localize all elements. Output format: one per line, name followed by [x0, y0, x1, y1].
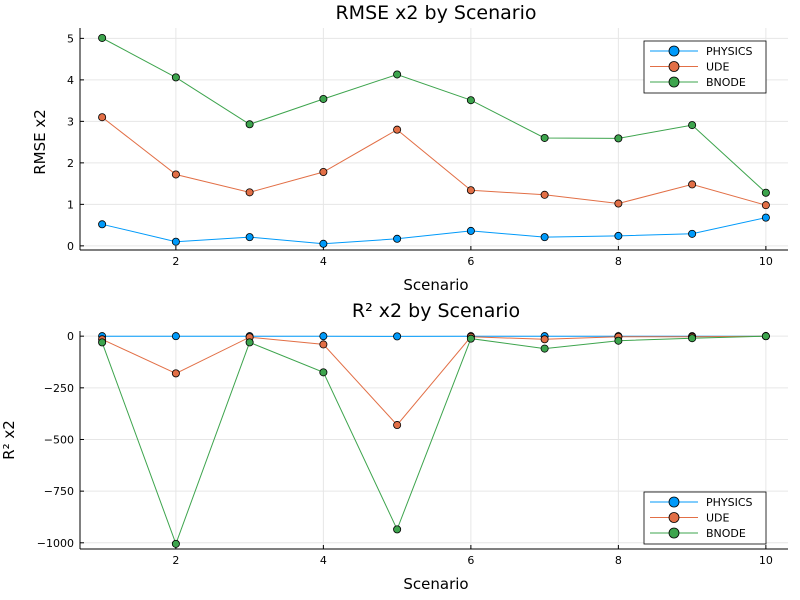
rmse-legend-ude-marker — [668, 61, 680, 72]
r2-x-tick-label: 2 — [172, 554, 179, 567]
rmse-bnode-point — [761, 188, 770, 197]
r2-y-axis-label: R² x2 — [0, 420, 18, 460]
rmse-y-tick-label: 1 — [67, 198, 74, 211]
rmse-y-tick-label: 0 — [67, 240, 74, 253]
r2-legend-bnode-marker — [668, 527, 680, 539]
rmse-bnode-point — [540, 133, 549, 142]
rmse-y-axis-label: RMSE x2 — [31, 109, 49, 175]
rmse-legend-bnode-marker — [668, 76, 680, 88]
rmse-bnode-point — [319, 94, 328, 103]
rmse-x-tick-label: 8 — [615, 255, 622, 268]
rmse-y-tick-label: 2 — [67, 157, 74, 170]
rmse-ude-point — [393, 125, 402, 134]
rmse-bnode-point — [688, 121, 697, 130]
r2-legend-physics-label: PHYSICS — [706, 496, 753, 509]
rmse-legend-ude-label: UDE — [706, 61, 730, 74]
r2-legend-bnode-label: BNODE — [706, 527, 746, 540]
r2-ude-point — [540, 335, 549, 344]
rmse-bnode-point — [393, 70, 402, 79]
r2-x-axis-label: Scenario — [403, 575, 468, 593]
r2-y-tick-label: −250 — [44, 382, 74, 395]
rmse-physics-point — [393, 234, 402, 243]
r2-y-tick-label: −500 — [44, 433, 74, 446]
rmse-bnode-line — [101, 37, 767, 194]
r2-bnode-point — [319, 368, 328, 377]
r2-bnode-point — [614, 336, 623, 345]
rmse-y-tick-label: 3 — [67, 115, 74, 128]
r2-x-tick-label: 8 — [615, 554, 622, 567]
rmse-x-tick-label: 6 — [467, 255, 474, 268]
rmse-bnode-point — [466, 96, 475, 105]
rmse-physics-point — [614, 231, 623, 240]
rmse-ude-point — [614, 199, 623, 208]
r2-legend-ude-marker — [668, 512, 680, 523]
rmse-bnode-point — [171, 73, 180, 82]
rmse-ude-point — [761, 201, 770, 210]
rmse-ude-point — [98, 113, 107, 122]
rmse-y-tick-label: 4 — [67, 74, 74, 87]
rmse-ude-point — [688, 180, 697, 189]
r2-legend-ude-label: UDE — [706, 512, 730, 525]
rmse-x-tick-label: 10 — [759, 255, 773, 268]
r2-physics-point — [171, 332, 180, 341]
r2-ude-point — [393, 421, 402, 430]
r2-physics-point — [393, 332, 402, 341]
rmse-ude-point — [245, 188, 254, 197]
rmse-x-tick-label: 4 — [320, 255, 327, 268]
rmse-physics-line — [101, 217, 767, 245]
rmse-ude-point — [540, 190, 549, 199]
r2-ude-point — [319, 340, 328, 349]
rmse-bnode-point — [614, 134, 623, 143]
r2-bnode-point — [245, 338, 254, 347]
rmse-physics-point — [466, 226, 475, 235]
rmse-chart: RMSE x2 by Scenario 2 4 6 8 10 0 1 2 3 4 5 Scenari… — [31, 2, 788, 294]
r2-ude-point — [171, 369, 180, 378]
r2-bnode-point — [688, 334, 697, 343]
r2-x-tick-label: 10 — [759, 554, 773, 567]
rmse-ude-line — [101, 116, 767, 206]
rmse-physics-point — [540, 233, 549, 242]
rmse-x-axis-label: Scenario — [403, 276, 468, 294]
rmse-physics-point — [98, 220, 107, 229]
r2-x-tick-label: 4 — [320, 554, 327, 567]
rmse-ude-point — [171, 170, 180, 179]
rmse-y-tick-label: 5 — [67, 32, 74, 45]
r2-x-tick-label: 6 — [467, 554, 474, 567]
rmse-x-tick-label: 2 — [172, 255, 179, 268]
rmse-legend: PHYSICS UDE BNODE — [643, 40, 767, 94]
rmse-physics-point — [245, 233, 254, 242]
rmse-physics-point — [761, 213, 770, 222]
r2-bnode-line — [101, 335, 766, 546]
rmse-ude-point — [466, 186, 475, 195]
rmse-physics-point — [171, 237, 180, 246]
rmse-bnode-point — [98, 33, 107, 42]
rmse-chart-title: RMSE x2 by Scenario — [335, 2, 536, 24]
r2-bnode-point — [171, 539, 180, 548]
rmse-bnode-point — [245, 120, 254, 129]
r2-bnode-point — [466, 334, 475, 343]
r2-chart-title: R² x2 by Scenario — [352, 300, 520, 322]
rmse-legend-physics-label: PHYSICS — [706, 45, 753, 58]
r2-y-tick-label: 0 — [67, 330, 74, 343]
r2-y-tick-label: −1000 — [37, 537, 74, 550]
rmse-physics-point — [319, 239, 328, 248]
r2-ude-line — [101, 335, 766, 426]
rmse-ude-point — [319, 167, 328, 176]
rmse-legend-bnode-label: BNODE — [706, 76, 746, 89]
r2-bnode-point — [393, 525, 402, 534]
r2-bnode-point — [98, 338, 107, 347]
r2-y-tick-label: −750 — [44, 485, 74, 498]
r2-bnode-point — [540, 344, 549, 353]
rmse-physics-point — [688, 229, 697, 238]
r2-chart: R² x2 by Scenario 2 4 6 8 10 0 −250 −500 −750 −10… — [0, 300, 788, 593]
r2-legend: PHYSICS UDE BNODE — [643, 491, 767, 545]
r2-legend-physics-marker — [668, 496, 680, 508]
r2-physics-point — [319, 332, 328, 341]
r2-bnode-point — [761, 332, 770, 341]
rmse-legend-physics-marker — [668, 45, 680, 57]
